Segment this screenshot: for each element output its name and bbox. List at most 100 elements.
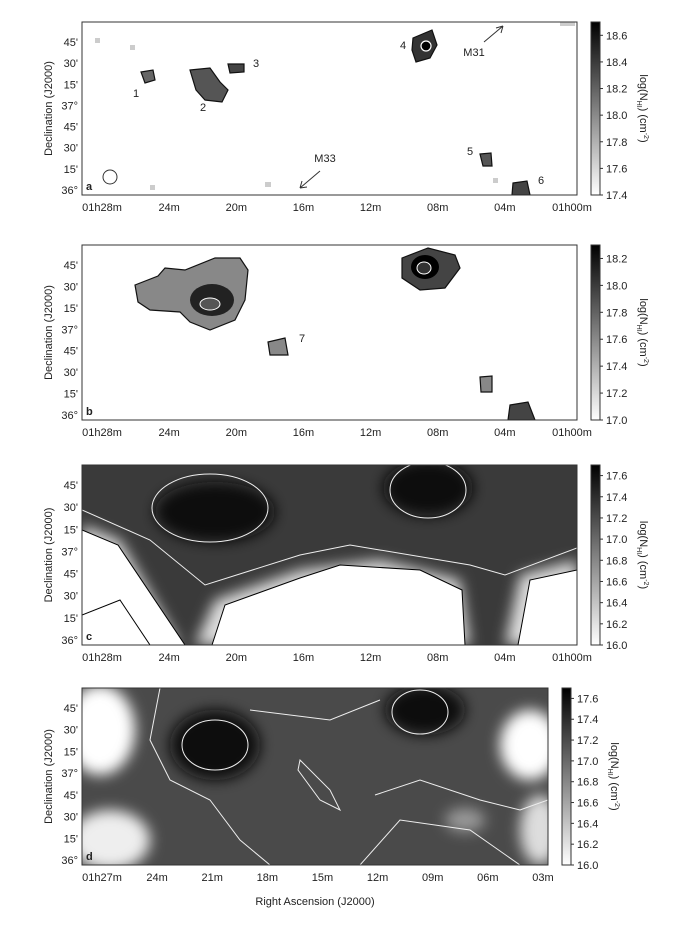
colorbar-label-part: HI	[635, 547, 642, 554]
map-b	[134, 247, 536, 420]
annotation: 1	[133, 88, 139, 100]
x-tick-label: 04m	[494, 652, 515, 664]
x-tick-label: 01h00m	[552, 427, 592, 439]
x-tick-label: 08m	[427, 427, 448, 439]
x-tick-label: 21m	[202, 872, 223, 884]
annotation: M33	[314, 153, 335, 165]
annotation: 7	[299, 333, 305, 345]
colorbar-tick-label: 18.4	[606, 57, 627, 69]
x-tick-label: 24m	[158, 652, 179, 664]
x-tick-label: 20m	[226, 652, 247, 664]
x-tick-label: 01h28m	[82, 202, 122, 214]
colorbar-tick-label: 17.4	[606, 361, 627, 373]
colorbar-label: log(NHI) (cm-2)	[606, 742, 620, 810]
y-tick-label: 45'	[64, 480, 78, 492]
colorbar-tick-label: 16.6	[577, 798, 598, 810]
colorbar-label-part: -2	[642, 357, 649, 363]
y-tick-label: 30'	[64, 591, 78, 603]
y-tick-label: 15'	[64, 833, 78, 845]
colorbar-label-part: log(N	[637, 521, 649, 547]
y-tick-label: 37°	[61, 100, 78, 112]
colorbar-tick-label: 17.0	[606, 534, 627, 546]
y-tick-label: 30'	[64, 281, 78, 293]
x-tick-label: 20m	[226, 427, 247, 439]
x-tick-label: 03m	[532, 872, 553, 884]
colorbar-label-part: -2	[642, 133, 649, 139]
colorbar-label-part: )	[637, 585, 649, 589]
y-tick-label: 30'	[64, 812, 78, 824]
colorbar-tick-label: 17.2	[606, 388, 627, 400]
colorbar-tick-label: 17.0	[606, 415, 627, 427]
y-tick-label: 30'	[64, 143, 78, 155]
annotation: M31	[463, 47, 484, 59]
y-tick-label: 15'	[64, 746, 78, 758]
x-tick-label: 01h00m	[552, 202, 592, 214]
colorbar-label-part: )	[637, 139, 649, 143]
y-tick-label: 30'	[64, 367, 78, 379]
colorbar-tick-label: 16.4	[577, 818, 598, 830]
colorbar-tick-label: 17.8	[606, 137, 627, 149]
colorbar-tick-label: 16.0	[606, 640, 627, 652]
annotation: 4	[400, 40, 406, 52]
plot-frame	[81, 687, 549, 866]
x-tick-label: 01h28m	[82, 652, 122, 664]
x-tick-label: 12m	[360, 202, 381, 214]
colorbar-label-part: )	[608, 807, 620, 811]
x-tick-label: 04m	[494, 202, 515, 214]
y-tick-label: 15'	[64, 79, 78, 91]
y-tick-label: 36°	[61, 410, 78, 422]
colorbar	[590, 464, 601, 646]
colorbar-label: log(NHI) (cm-2)	[635, 298, 649, 366]
colorbar-tick-label: 17.6	[606, 163, 627, 175]
colorbar-label-part: ) (cm	[637, 554, 649, 579]
y-tick-label: 45'	[64, 346, 78, 358]
x-tick-label: 04m	[494, 427, 515, 439]
colorbar-tick-label: 17.4	[606, 190, 627, 202]
colorbar-tick-label: 18.0	[606, 110, 627, 122]
x-tick-label: 08m	[427, 652, 448, 664]
x-tick-label: 01h00m	[552, 652, 592, 664]
colorbar-tick-label: 18.2	[606, 253, 627, 265]
x-axis-label: Right Ascension (J2000)	[255, 896, 374, 908]
y-tick-label: 15'	[64, 164, 78, 176]
x-tick-label: 12m	[367, 872, 388, 884]
colorbar-label-part: -2	[613, 801, 620, 807]
colorbar-label-part: -2	[642, 579, 649, 585]
colorbar-tick-label: 17.4	[577, 714, 598, 726]
colorbar-label-part: ) (cm	[637, 108, 649, 133]
plot-frame	[81, 244, 578, 421]
y-tick-label: 15'	[64, 389, 78, 401]
colorbar-tick-label: 18.6	[606, 30, 627, 42]
y-tick-label: 30'	[64, 725, 78, 737]
colorbar	[590, 244, 601, 421]
colorbar-tick-label: 17.6	[577, 693, 598, 705]
y-axis-label: Declination (J2000)	[43, 61, 55, 156]
panel-label: b	[86, 406, 93, 418]
colorbar-tick-label: 16.8	[606, 555, 627, 567]
annotation: 3	[253, 58, 259, 70]
y-tick-label: 37°	[61, 768, 78, 780]
y-tick-label: 36°	[61, 185, 78, 197]
colorbar-label-part: HI	[635, 101, 642, 108]
y-tick-label: 30'	[64, 58, 78, 70]
colorbar-tick-label: 16.2	[577, 839, 598, 851]
colorbar-tick-label: 18.2	[606, 84, 627, 96]
map-c	[82, 465, 577, 645]
y-tick-label: 45'	[64, 260, 78, 272]
x-tick-label: 06m	[477, 872, 498, 884]
colorbar-tick-label: 16.4	[606, 598, 627, 610]
x-tick-label: 12m	[360, 427, 381, 439]
plot-frame	[81, 464, 578, 646]
y-tick-label: 15'	[64, 613, 78, 625]
colorbar-tick-label: 17.0	[577, 756, 598, 768]
y-tick-label: 15'	[64, 524, 78, 536]
colorbar-tick-label: 17.8	[606, 307, 627, 319]
map-d	[82, 688, 548, 865]
x-tick-label: 01h27m	[82, 872, 122, 884]
y-tick-label: 37°	[61, 546, 78, 558]
annotation: 2	[200, 102, 206, 114]
y-tick-label: 45'	[64, 37, 78, 49]
colorbar-tick-label: 17.2	[606, 513, 627, 525]
colorbar-tick-label: 16.6	[606, 576, 627, 588]
